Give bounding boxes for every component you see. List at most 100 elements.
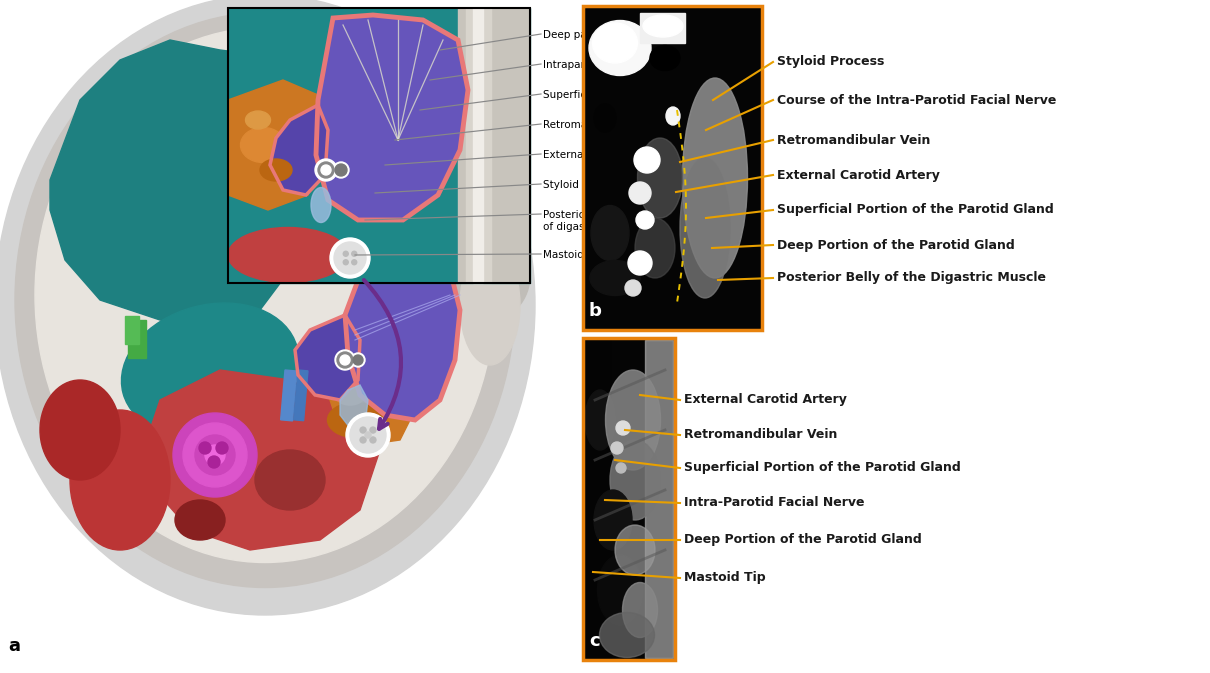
Ellipse shape bbox=[311, 188, 332, 223]
Ellipse shape bbox=[15, 13, 515, 588]
Circle shape bbox=[330, 238, 370, 278]
Circle shape bbox=[611, 442, 623, 454]
Circle shape bbox=[361, 427, 367, 433]
Circle shape bbox=[616, 463, 626, 473]
Ellipse shape bbox=[227, 227, 348, 283]
Ellipse shape bbox=[35, 28, 495, 563]
Ellipse shape bbox=[590, 260, 640, 295]
Circle shape bbox=[350, 417, 386, 453]
Circle shape bbox=[340, 355, 350, 365]
Text: a: a bbox=[8, 637, 21, 655]
Text: Intraparotid facial nerve: Intraparotid facial nerve bbox=[543, 60, 669, 70]
Ellipse shape bbox=[650, 46, 680, 71]
Bar bbox=[473, 8, 483, 283]
Text: Posterior belly
of digastric muscle: Posterior belly of digastric muscle bbox=[543, 210, 643, 232]
Circle shape bbox=[629, 182, 651, 204]
Polygon shape bbox=[345, 255, 460, 420]
Text: Superficial parotid gland: Superficial parotid gland bbox=[543, 90, 672, 100]
Circle shape bbox=[204, 445, 225, 465]
Bar bbox=[466, 8, 491, 283]
Text: Posterior Belly of the Digastric Muscle: Posterior Belly of the Digastric Muscle bbox=[777, 271, 1045, 285]
Circle shape bbox=[353, 355, 363, 365]
Text: c: c bbox=[589, 632, 600, 650]
Text: Retromandibular vein: Retromandibular vein bbox=[543, 120, 656, 130]
Circle shape bbox=[352, 251, 357, 256]
Text: Superficial Portion of the Parotid Gland: Superficial Portion of the Parotid Gland bbox=[777, 203, 1054, 217]
Bar bbox=[459, 8, 530, 283]
Bar bbox=[584, 340, 610, 658]
Circle shape bbox=[318, 162, 334, 178]
Text: Deep Portion of the Parotid Gland: Deep Portion of the Parotid Gland bbox=[777, 238, 1015, 252]
Bar bbox=[645, 340, 673, 658]
Bar bbox=[227, 8, 530, 283]
Bar bbox=[584, 8, 760, 328]
Ellipse shape bbox=[260, 159, 292, 181]
Text: Mastoid tip: Mastoid tip bbox=[543, 250, 601, 260]
Polygon shape bbox=[270, 105, 328, 195]
Circle shape bbox=[370, 427, 376, 433]
Ellipse shape bbox=[363, 426, 387, 444]
Bar bbox=[583, 338, 675, 660]
Polygon shape bbox=[50, 40, 319, 330]
Bar bbox=[583, 6, 762, 330]
Circle shape bbox=[173, 413, 257, 497]
Polygon shape bbox=[145, 370, 380, 550]
Ellipse shape bbox=[40, 380, 120, 480]
Circle shape bbox=[616, 421, 630, 435]
Bar bbox=[281, 370, 296, 421]
Circle shape bbox=[636, 211, 653, 229]
Ellipse shape bbox=[682, 78, 748, 278]
Ellipse shape bbox=[638, 138, 682, 218]
Ellipse shape bbox=[605, 370, 661, 470]
Text: Styloid process: Styloid process bbox=[543, 180, 622, 190]
Ellipse shape bbox=[615, 525, 655, 575]
Ellipse shape bbox=[589, 20, 651, 75]
Ellipse shape bbox=[70, 410, 169, 550]
Ellipse shape bbox=[0, 0, 535, 615]
Ellipse shape bbox=[594, 490, 632, 550]
Circle shape bbox=[370, 437, 376, 443]
Ellipse shape bbox=[599, 612, 655, 658]
Circle shape bbox=[634, 147, 659, 173]
Text: Styloid Process: Styloid Process bbox=[777, 55, 885, 69]
Text: External carotid artery: External carotid artery bbox=[543, 150, 661, 160]
Polygon shape bbox=[227, 80, 323, 210]
Ellipse shape bbox=[598, 555, 643, 625]
Ellipse shape bbox=[643, 15, 682, 37]
Polygon shape bbox=[316, 15, 468, 220]
Ellipse shape bbox=[635, 218, 675, 278]
Text: Deep Portion of the Parotid Gland: Deep Portion of the Parotid Gland bbox=[684, 534, 922, 546]
Circle shape bbox=[195, 435, 235, 475]
Ellipse shape bbox=[335, 385, 365, 405]
Circle shape bbox=[365, 432, 371, 438]
Circle shape bbox=[198, 442, 211, 454]
Circle shape bbox=[183, 423, 247, 487]
Bar bbox=[227, 8, 530, 283]
Polygon shape bbox=[330, 350, 415, 445]
Bar bbox=[128, 320, 146, 358]
Circle shape bbox=[338, 352, 353, 368]
Circle shape bbox=[626, 280, 641, 296]
Ellipse shape bbox=[680, 158, 730, 298]
Ellipse shape bbox=[584, 390, 615, 450]
Bar bbox=[640, 13, 685, 43]
Bar bbox=[125, 316, 139, 344]
Text: b: b bbox=[589, 302, 601, 320]
Text: Intra-Parotid Facial Nerve: Intra-Parotid Facial Nerve bbox=[684, 497, 864, 509]
Text: Retromandibular Vein: Retromandibular Vein bbox=[684, 429, 837, 441]
Polygon shape bbox=[295, 315, 361, 400]
Text: Superficial Portion of the Parotid Gland: Superficial Portion of the Parotid Gland bbox=[684, 462, 961, 474]
Polygon shape bbox=[286, 60, 420, 210]
Circle shape bbox=[628, 251, 652, 275]
Bar bbox=[294, 370, 309, 421]
Text: Deep parotid gland: Deep parotid gland bbox=[543, 30, 644, 40]
Ellipse shape bbox=[666, 107, 680, 125]
Circle shape bbox=[346, 413, 390, 457]
Circle shape bbox=[352, 260, 357, 264]
Ellipse shape bbox=[460, 245, 520, 365]
Circle shape bbox=[351, 353, 365, 367]
Ellipse shape bbox=[246, 111, 271, 129]
Bar bbox=[584, 340, 673, 658]
Circle shape bbox=[361, 437, 367, 443]
Ellipse shape bbox=[241, 127, 286, 162]
